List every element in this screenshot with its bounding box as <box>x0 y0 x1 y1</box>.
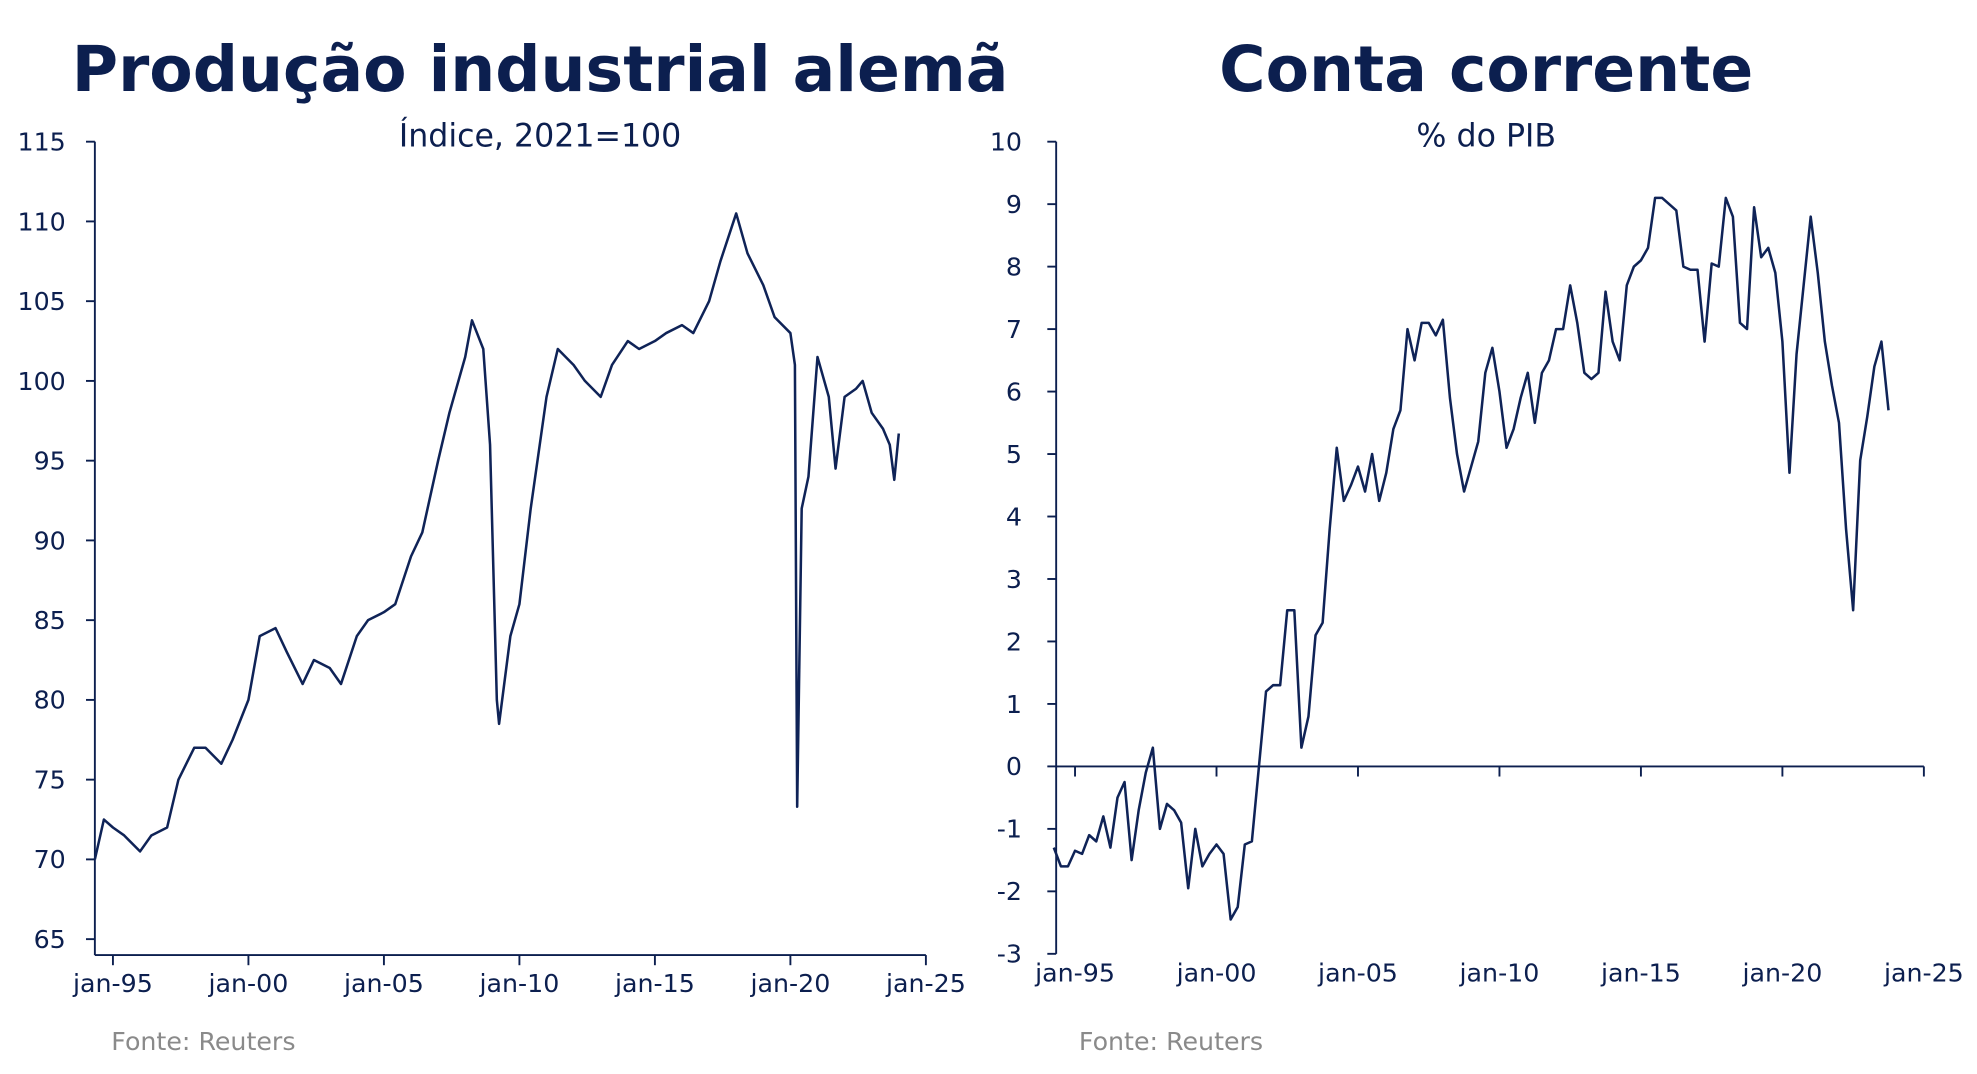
source: Fonte: Reuters <box>111 1027 295 1056</box>
y-tick-label: -2 <box>997 877 1022 906</box>
x-tick-label: jan-95 <box>1034 959 1115 988</box>
data-line <box>1052 196 1890 921</box>
x-tick-label: jan-15 <box>1600 959 1681 988</box>
data-line <box>93 212 901 860</box>
y-tick-label: 105 <box>18 287 66 316</box>
y-tick-label: 65 <box>34 925 66 954</box>
x-tick-label: jan-15 <box>614 969 695 998</box>
y-tick-label: 90 <box>34 526 66 555</box>
y-tick-label: 80 <box>34 686 66 715</box>
y-tick-label: 3 <box>1006 565 1022 594</box>
x-tick-label: jan-95 <box>72 969 153 998</box>
x-tick-label: jan-20 <box>1741 959 1822 988</box>
x-tick-label: jan-05 <box>1317 959 1398 988</box>
chart-subtitle: % do PIB <box>1416 119 1556 155</box>
y-tick-label: 110 <box>18 207 66 236</box>
x-tick-label: jan-10 <box>1459 959 1540 988</box>
y-tick-label: 85 <box>34 606 66 635</box>
y-tick-label: 9 <box>1006 190 1022 219</box>
y-tick-label: 4 <box>1006 502 1022 531</box>
x-tick-label: jan-05 <box>343 969 424 998</box>
y-tick-label: -3 <box>997 940 1022 969</box>
x-tick-label: jan-25 <box>1883 959 1964 988</box>
y-tick-label: -1 <box>997 815 1022 844</box>
y-tick-label: 2 <box>1006 627 1022 656</box>
y-tick-label: 70 <box>34 845 66 874</box>
y-tick-label: 5 <box>1006 440 1022 469</box>
y-tick-label: 115 <box>18 128 66 157</box>
x-tick-label: jan-00 <box>1176 959 1257 988</box>
y-tick-label: 6 <box>1006 377 1022 406</box>
y-tick-label: 75 <box>34 766 66 795</box>
y-tick-label: 10 <box>990 128 1022 157</box>
y-tick-label: 7 <box>1006 315 1022 344</box>
y-tick-label: 0 <box>1006 752 1022 781</box>
chart-title: Produção industrial alemã <box>72 32 1009 106</box>
chart-title: Conta corrente <box>1219 32 1753 106</box>
chart-subtitle: Índice, 2021=100 <box>399 117 681 155</box>
y-tick-label: 100 <box>18 367 66 396</box>
y-tick-label: 8 <box>1006 252 1022 281</box>
x-tick-label: jan-00 <box>208 969 289 998</box>
x-tick-label: jan-10 <box>478 969 559 998</box>
x-tick-label: jan-25 <box>885 969 966 998</box>
y-tick-label: 1 <box>1006 690 1022 719</box>
x-tick-label: jan-20 <box>749 969 830 998</box>
source: Fonte: Reuters <box>1079 1027 1263 1056</box>
y-tick-label: 95 <box>34 447 66 476</box>
